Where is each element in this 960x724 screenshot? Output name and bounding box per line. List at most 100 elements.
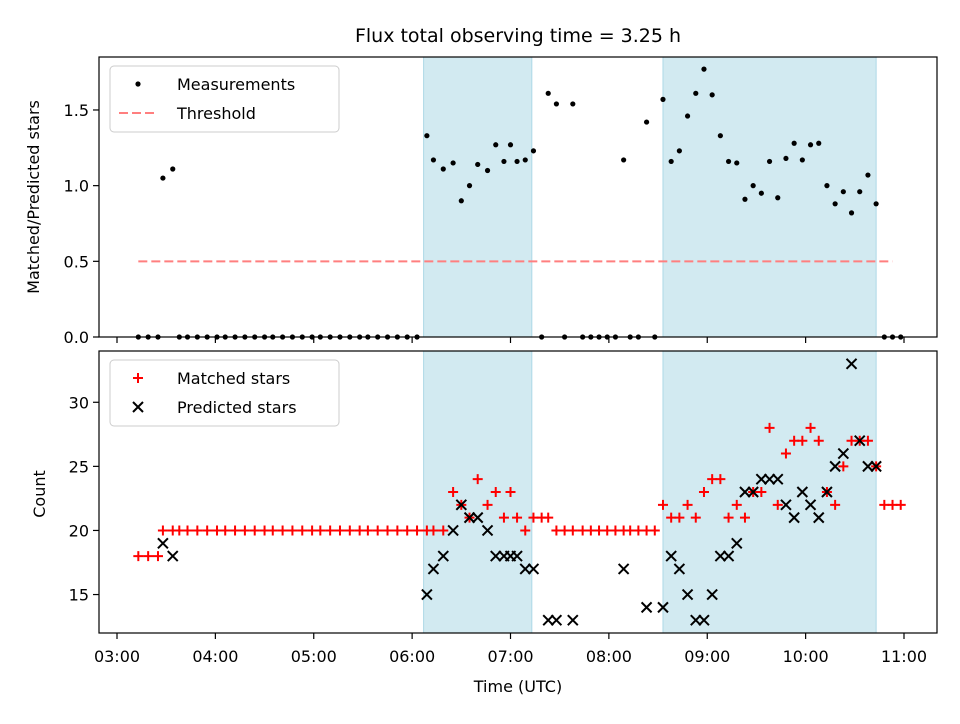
data-point-plus-15 (267, 525, 278, 536)
data-point-plus-6 (182, 525, 193, 536)
data-point-x-4 (437, 550, 449, 562)
data-point-plus-12 (239, 525, 250, 536)
data-point-x-29 (722, 550, 735, 562)
data-point-x-13 (511, 550, 523, 562)
data-point-dot-55 (621, 157, 627, 163)
data-point-plus-32 (428, 525, 439, 536)
x-tick-label: 04:00 (192, 647, 238, 666)
data-point-dot-39 (493, 142, 499, 148)
data-point-plus-64 (690, 512, 701, 523)
data-point-x-2 (421, 588, 433, 601)
data-point-x-24 (681, 588, 694, 601)
data-point-dot-66 (709, 92, 715, 98)
bottom-series-predicted-stars (157, 358, 882, 626)
data-point-x-17 (550, 614, 563, 626)
data-point-x-18 (567, 614, 579, 626)
data-point-dot-58 (643, 119, 650, 125)
data-point-plus-37 (472, 474, 483, 485)
legend-box (109, 359, 340, 427)
data-point-x-15 (527, 563, 540, 575)
top-shaded-interval-1 (423, 56, 533, 338)
top-y-tick-label: 1.0 (64, 177, 89, 196)
data-point-x-36 (780, 499, 792, 511)
x-tick-label: 08:00 (586, 647, 632, 666)
data-point-dot-78 (807, 142, 814, 148)
data-point-x-6 (455, 499, 468, 511)
data-point-plus-25 (362, 525, 373, 536)
data-point-x-34 (763, 473, 776, 485)
data-point-x-30 (731, 537, 743, 549)
data-point-plus-68 (723, 512, 734, 523)
data-point-x-22 (665, 550, 677, 562)
data-point-plus-60 (657, 499, 668, 510)
data-point-dot-68 (725, 158, 732, 165)
legend-marker-dot (135, 81, 141, 87)
data-point-plus-1 (143, 551, 154, 562)
data-point-plus-33 (438, 525, 449, 536)
data-point-dot-77 (799, 157, 805, 163)
legend-marker-x (132, 401, 144, 413)
data-point-dot-4 (170, 166, 176, 172)
data-point-dot-79 (816, 140, 822, 146)
legend-label-matched-stars: Matched stars (177, 369, 290, 388)
bottom-y-axis-label: Count (30, 470, 49, 518)
data-point-x-19 (617, 563, 630, 575)
top-shaded-interval-2 (662, 56, 877, 338)
data-point-dot-42 (514, 158, 520, 165)
data-point-plus-2 (152, 551, 163, 562)
data-point-dot-44 (530, 148, 537, 154)
bottom-panel: 15 20 25 30 03:00 04:00 05:00 06:00 07:00 08:00 09… (69, 350, 938, 666)
data-point-x-3 (427, 563, 440, 575)
bottom-series-matched-stars (133, 422, 906, 562)
data-point-x-31 (739, 486, 751, 498)
data-point-x-16 (542, 614, 554, 626)
data-point-plus-11 (230, 525, 241, 536)
data-point-plus-63 (682, 499, 693, 510)
data-point-dot-74 (775, 195, 781, 201)
legend-label-predicted-stars: Predicted stars (177, 398, 297, 417)
data-point-plus-77 (797, 435, 808, 446)
data-point-dot-64 (693, 90, 699, 96)
data-point-x-47 (870, 460, 882, 473)
data-point-plus-8 (202, 525, 213, 536)
data-point-plus-72 (756, 487, 767, 497)
bottom-shaded-interval-2 (662, 350, 877, 634)
data-point-dot-33 (440, 166, 446, 172)
data-point-plus-62 (674, 512, 685, 523)
data-point-dot-46 (545, 90, 551, 96)
data-point-dot-3 (160, 175, 166, 181)
data-point-plus-40 (498, 512, 509, 523)
data-point-x-7 (463, 511, 476, 524)
data-point-x-41 (821, 486, 833, 498)
data-point-plus-3 (157, 525, 168, 536)
data-point-plus-29 (402, 525, 413, 536)
bottom-y-tick-label: 15 (69, 586, 89, 605)
data-point-dot-86 (873, 201, 879, 207)
data-point-plus-70 (739, 512, 750, 523)
data-point-dot-72 (758, 190, 764, 196)
data-point-x-40 (813, 511, 825, 524)
top-y-tick-label: 0.0 (64, 328, 89, 347)
data-point-dot-31 (424, 133, 430, 139)
x-tick-label: 11:00 (881, 647, 927, 666)
data-point-x-28 (714, 550, 727, 562)
bottom-shaded-interval-1 (423, 350, 533, 634)
bottom-plot-frame (98, 350, 938, 634)
data-point-x-21 (657, 601, 669, 614)
data-point-plus-34 (448, 487, 459, 497)
data-point-x-14 (519, 563, 531, 575)
data-point-x-8 (472, 511, 484, 524)
data-point-x-45 (854, 435, 866, 447)
data-point-plus-78 (805, 422, 816, 433)
data-point-x-44 (845, 358, 858, 370)
top-y-axis-label: Matched/Predicted stars (24, 100, 43, 294)
data-point-x-26 (698, 614, 710, 626)
data-point-dot-73 (766, 158, 773, 165)
data-point-plus-10 (220, 525, 231, 536)
data-point-dot-75 (783, 155, 789, 162)
data-point-dot-61 (668, 158, 674, 165)
bottom-y-tick-label: 30 (69, 393, 89, 412)
data-point-dot-69 (734, 160, 740, 166)
data-point-plus-73 (764, 422, 775, 433)
